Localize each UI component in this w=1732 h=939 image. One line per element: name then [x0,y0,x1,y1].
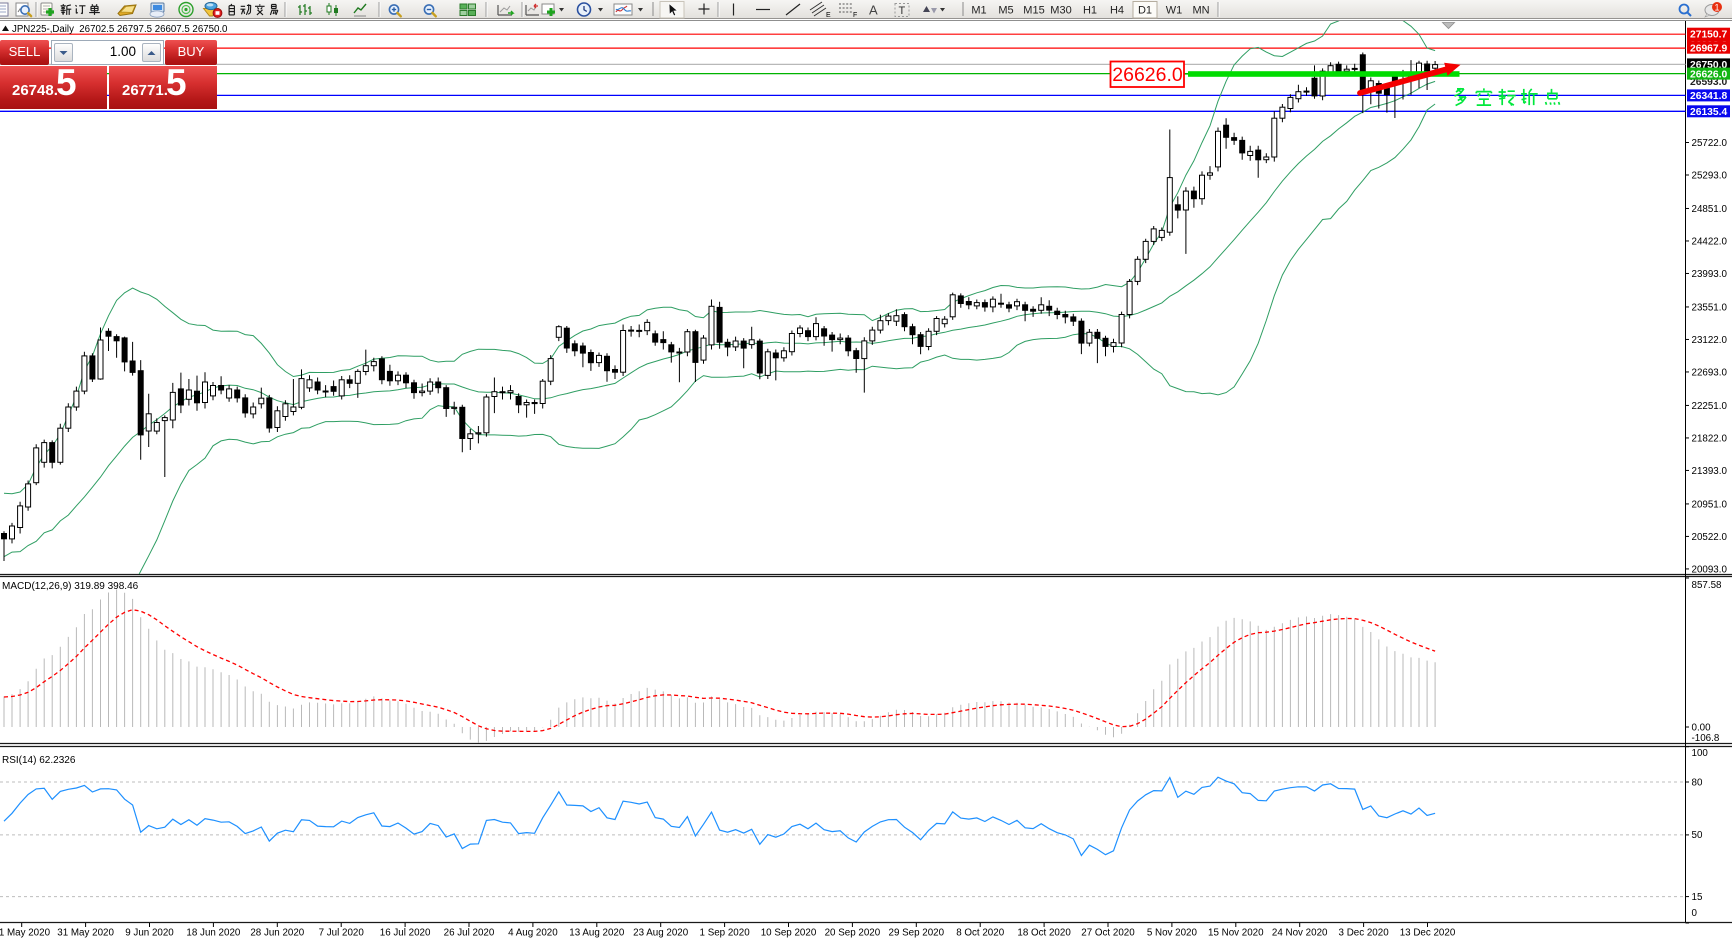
svg-text:RSI(14) 62.2326: RSI(14) 62.2326 [2,755,76,766]
svg-text:H1: H1 [1083,5,1097,17]
svg-text:M30: M30 [1050,5,1071,17]
svg-text:25722.0: 25722.0 [1692,138,1728,149]
svg-text:23122.0: 23122.0 [1692,335,1728,346]
svg-text:20093.0: 20093.0 [1692,564,1728,575]
svg-text:0.00: 0.00 [1692,722,1712,733]
svg-text:0: 0 [1692,908,1698,919]
svg-text:9 Jun 2020: 9 Jun 2020 [125,928,174,939]
svg-text:-106.8: -106.8 [1692,733,1720,744]
svg-text:28 Jun 2020: 28 Jun 2020 [250,928,304,939]
svg-text:H4: H4 [1110,5,1124,17]
svg-text:T: T [899,5,906,17]
svg-text:50: 50 [1692,830,1703,841]
svg-text:MN: MN [1192,5,1209,17]
svg-text:E: E [826,12,831,19]
svg-text:20951.0: 20951.0 [1692,499,1728,510]
svg-text:13 Dec 2020: 13 Dec 2020 [1400,928,1456,939]
svg-text:23993.0: 23993.0 [1692,269,1728,280]
svg-text:857.58: 857.58 [1692,580,1723,591]
svg-text:26750.0: 26750.0 [1690,60,1727,71]
svg-text:21822.0: 21822.0 [1692,433,1728,444]
svg-text:F: F [853,12,857,19]
svg-text:A: A [869,3,878,18]
svg-text:3 Dec 2020: 3 Dec 2020 [1339,928,1390,939]
svg-text:31 May 2020: 31 May 2020 [57,928,114,939]
svg-text:80: 80 [1692,777,1703,788]
svg-text:18 Jun 2020: 18 Jun 2020 [186,928,240,939]
svg-text:8 Oct 2020: 8 Oct 2020 [956,928,1004,939]
svg-text:26967.9: 26967.9 [1690,44,1727,55]
svg-text:27150.7: 27150.7 [1690,30,1727,41]
svg-text:23551.0: 23551.0 [1692,302,1728,313]
svg-text:M5: M5 [998,5,1013,17]
svg-text:24422.0: 24422.0 [1692,236,1728,247]
svg-text:15 Nov 2020: 15 Nov 2020 [1208,928,1264,939]
svg-text:22693.0: 22693.0 [1692,367,1728,378]
svg-text:29 Sep 2020: 29 Sep 2020 [889,928,945,939]
svg-text:25293.0: 25293.0 [1692,170,1728,181]
svg-text:1: 1 [1714,2,1719,12]
svg-text:7 Jul 2020: 7 Jul 2020 [319,928,365,939]
svg-text:15: 15 [1692,892,1703,903]
svg-text:18 Oct 2020: 18 Oct 2020 [1017,928,1071,939]
svg-text:20522.0: 20522.0 [1692,532,1728,543]
svg-text:21 May 2020: 21 May 2020 [0,928,51,939]
svg-text:20 Sep 2020: 20 Sep 2020 [825,928,881,939]
svg-text:26135.4: 26135.4 [1690,107,1727,118]
svg-text:26593.0: 26593.0 [1690,77,1727,88]
svg-text:24851.0: 24851.0 [1692,204,1728,215]
svg-text:M15: M15 [1023,5,1044,17]
svg-text:26626.0: 26626.0 [1690,69,1727,80]
svg-text:4 Aug 2020: 4 Aug 2020 [508,928,558,939]
svg-text:13 Aug 2020: 13 Aug 2020 [569,928,625,939]
svg-text:MACD(12,26,9) 319.89 398.46: MACD(12,26,9) 319.89 398.46 [2,581,139,592]
svg-text:D1: D1 [1138,5,1152,17]
svg-text:22251.0: 22251.0 [1692,401,1728,412]
svg-text:23 Aug 2020: 23 Aug 2020 [633,928,689,939]
svg-text:27 Oct 2020: 27 Oct 2020 [1081,928,1135,939]
svg-text:1 Sep 2020: 1 Sep 2020 [700,928,751,939]
svg-text:10 Sep 2020: 10 Sep 2020 [761,928,817,939]
svg-text:16 Jul 2020: 16 Jul 2020 [380,928,431,939]
svg-text:JPN225-,Daily 26702.5 26797.5: JPN225-,Daily 26702.5 26797.5 26607.5 26… [12,24,228,35]
svg-text:21393.0: 21393.0 [1692,466,1728,477]
svg-text:26341.8: 26341.8 [1690,91,1727,102]
svg-text:26 Jul 2020: 26 Jul 2020 [444,928,495,939]
svg-text:24 Nov 2020: 24 Nov 2020 [1272,928,1328,939]
svg-text:26626.0: 26626.0 [1112,64,1183,86]
svg-text:5 Nov 2020: 5 Nov 2020 [1147,928,1198,939]
svg-text:M1: M1 [971,5,986,17]
svg-text:100: 100 [1692,748,1709,759]
svg-text:W1: W1 [1166,5,1183,17]
